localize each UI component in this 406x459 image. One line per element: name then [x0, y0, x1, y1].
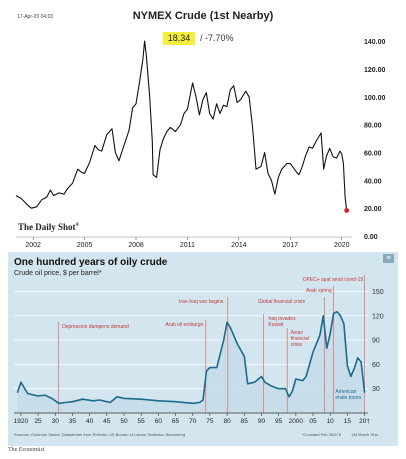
top-x-tick-label: 2005 [77, 242, 93, 249]
top-title: NYMEX Crude (1st Nearby) [132, 10, 274, 22]
annotation-asian-crisis-label: financial [291, 336, 309, 342]
annotation-asian-crisis-label: crisis [291, 342, 303, 348]
footnote: *Constant Feb 2020 $ [302, 432, 341, 437]
as-of-note: †At March 31st [351, 432, 378, 437]
top-x-tick-label: 2011 [180, 242, 195, 249]
bottom-y-tick-label: 30 [372, 386, 380, 393]
annotation-shale-boom-label: American [335, 389, 356, 395]
bottom-x-tick-label: 35 [69, 418, 77, 425]
bottom-x-tick-label: 10 [327, 418, 335, 425]
nymex-chart-panel [0, 0, 406, 252]
annotation-asian-crisis-label: Asian [291, 330, 304, 336]
top-x-tick-label: 2014 [231, 242, 247, 249]
bottom-x-tick-label: 95 [275, 418, 283, 425]
annotation-global-crisis-label: Global financial crisis [258, 299, 305, 305]
price-change: / -7.70% [200, 33, 234, 43]
bottom-x-tick-label: 25 [34, 418, 42, 425]
bottom-x-tick-label: 70 [189, 418, 197, 425]
top-y-tick-label: 120.00 [364, 67, 386, 74]
annotation-arab-embargo-label: Arab oil embargo [165, 322, 203, 328]
nymex-price-line [15, 40, 348, 211]
bottom-x-tick-label: 85 [241, 418, 249, 425]
annotation-arab-spring-label: Arab spring [306, 288, 332, 294]
top-x-tick-label: 2020 [334, 242, 350, 249]
oil-price-line [16, 310, 366, 405]
bottom-x-tick-label: 40 [86, 418, 94, 425]
annotation-iran-iraq-label: Iran-Iraq war begins [179, 299, 224, 305]
bottom-x-tick-label: 90 [258, 418, 266, 425]
footer [0, 446, 406, 459]
bottom-x-tick-label: 2000 [289, 418, 304, 425]
bottom-x-tick-label: 05 [309, 418, 317, 425]
last-price-point [344, 208, 350, 213]
annotation-depression-label: Depression dampens demand [62, 324, 129, 330]
annotation-shale-boom-label: shale boom [335, 395, 361, 401]
top-y-tick-label: 80.00 [364, 123, 382, 130]
bottom-y-tick-label: 120 [372, 313, 384, 320]
top-y-tick-label: 20.00 [364, 206, 382, 213]
bottom-x-tick-label: 20† [359, 418, 370, 425]
top-y-tick-label: 140.00 [364, 39, 386, 46]
bottom-x-tick-label: 30 [52, 418, 60, 425]
last-price-badge: 18.34 [163, 32, 195, 45]
top-x-tick-label: 2017 [282, 242, 298, 249]
bottom-x-tick-label: 50 [120, 418, 128, 425]
bottom-x-tick-label: 75 [206, 418, 214, 425]
annotation-iraq-kuwait-label: Iraq invades [268, 316, 296, 322]
annotation-iraq-kuwait-label: Kuwait [268, 322, 284, 328]
bottom-y-tick-label: 150 [372, 289, 384, 296]
top-x-tick-label: 2002 [25, 242, 41, 249]
watermark-tm: ® [75, 223, 80, 228]
corner-mark-icon: ≡ [383, 254, 394, 263]
economist-credit: The Economist [8, 447, 45, 453]
annotation-opec-covid-label: OPEC+ spat amid covid-19 [303, 277, 364, 283]
bottom-x-tick-label: 15 [344, 418, 352, 425]
bottom-x-tick-label: 80 [223, 418, 231, 425]
bottom-x-tick-label: 55 [138, 418, 146, 425]
top-y-tick-label: 0.00 [364, 234, 378, 241]
daily-shot-watermark: The Daily Shot® [18, 222, 79, 232]
bottom-x-tick-label: 1920 [14, 418, 29, 425]
top-y-tick-label: 60.00 [364, 150, 382, 157]
top-y-tick-label: 100.00 [364, 95, 386, 102]
bottom-y-tick-label: 90 [372, 338, 380, 345]
top-y-tick-label: 40.00 [364, 178, 382, 185]
bottom-y-tick-label: 60 [372, 362, 380, 369]
bottom-x-tick-label: 45 [103, 418, 111, 425]
bottom-subtitle: Crude oil price, $ per barrel* [14, 270, 102, 277]
watermark-text: The Daily Shot [18, 222, 76, 232]
bottom-x-tick-label: 60 [155, 418, 163, 425]
top-x-tick-label: 2008 [128, 242, 144, 249]
oil-price-area [17, 311, 365, 413]
source-note: Sources: Goldman Sachs; Datastream from … [14, 432, 186, 437]
bottom-title: One hundred years of oily crude [14, 257, 168, 268]
top-date: 17-Apr-20 04:03 [17, 14, 54, 20]
bottom-x-tick-label: 65 [172, 418, 180, 425]
